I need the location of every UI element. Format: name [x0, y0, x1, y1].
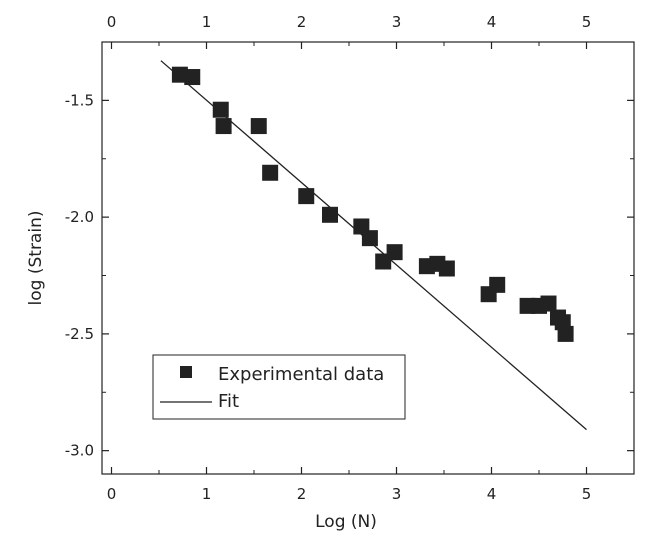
- data-point: [489, 276, 506, 293]
- data-point: [250, 118, 267, 135]
- data-point: [557, 325, 574, 342]
- y-tick-label: -1.5: [65, 91, 94, 109]
- data-point: [438, 260, 455, 277]
- data-point: [171, 66, 188, 83]
- data-point: [322, 206, 338, 223]
- legend-box: [152, 354, 406, 420]
- x-tick-label-top: 3: [392, 13, 402, 31]
- plot-frame: [101, 41, 635, 475]
- data-point: [540, 295, 557, 312]
- x-tick-label-bottom: 0: [107, 485, 117, 503]
- x-tick-label-bottom: 4: [487, 485, 497, 503]
- x-tick-label-top: 5: [582, 13, 592, 31]
- tick-labels: 0 0 1 1 2 2 3 3 4 4 5 5 -3.0 -2.5 -2.0 -1.5: [65, 13, 592, 503]
- data-point: [298, 188, 315, 205]
- y-tick-label: -2.0: [65, 208, 94, 226]
- x-tick-label-top: 2: [297, 13, 307, 31]
- y-tick-label: -2.5: [65, 325, 94, 343]
- legend-marker-square: [180, 366, 192, 378]
- data-point: [215, 118, 232, 135]
- data-point: [184, 69, 201, 86]
- x-tick-label-bottom: 2: [297, 485, 307, 503]
- data-point: [386, 244, 403, 261]
- data-point: [262, 164, 279, 181]
- x-tick-label-bottom: 5: [582, 485, 592, 503]
- data-point: [361, 230, 378, 247]
- points-layer: [171, 66, 574, 342]
- legend: Experimental data Fit: [152, 354, 406, 420]
- y-axis-title: log (Strain): [26, 211, 46, 306]
- y-tick-label: -3.0: [65, 442, 94, 460]
- x-axis-title: Log (N): [315, 512, 377, 532]
- x-tick-label-top: 1: [202, 13, 212, 31]
- x-tick-label-bottom: 1: [202, 485, 212, 503]
- legend-label-fit: Fit: [218, 391, 239, 412]
- x-tick-label-bottom: 3: [392, 485, 402, 503]
- x-tick-label-top: 0: [107, 13, 117, 31]
- data-point: [212, 101, 229, 118]
- ticks: [102, 42, 634, 474]
- legend-label-experimental: Experimental data: [218, 364, 384, 385]
- x-tick-label-top: 4: [487, 13, 497, 31]
